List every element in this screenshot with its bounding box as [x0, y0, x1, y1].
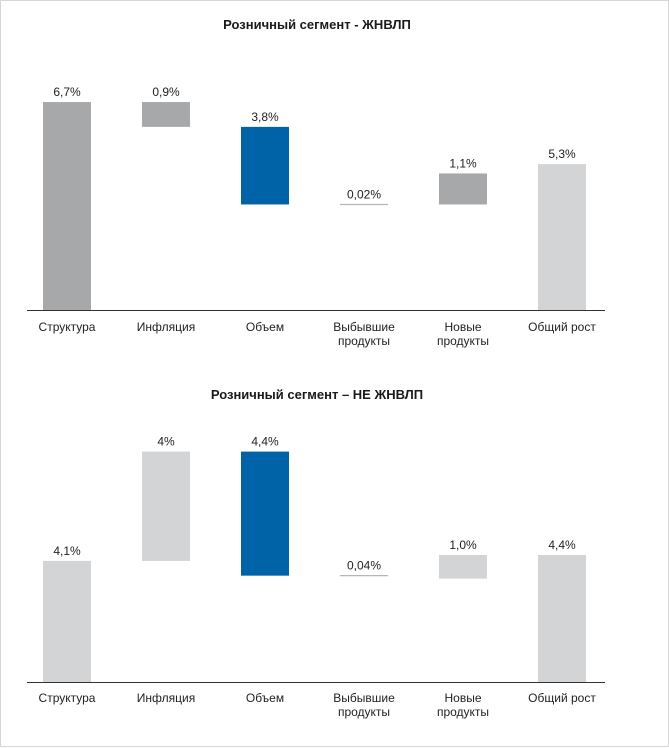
category-label-3: Объем [246, 691, 284, 705]
category-label-2: Инфляция [137, 320, 195, 334]
category-label-6: Общий рост [528, 691, 596, 705]
bar-5 [439, 554, 487, 579]
data-label-4: 0,04% [347, 559, 381, 573]
bar-1 [43, 102, 91, 310]
bar-5 [439, 173, 487, 205]
category-label-3: Объем [246, 320, 284, 334]
category-label-1: Структура [39, 320, 96, 334]
bar-3 [241, 451, 289, 576]
bar-6 [538, 164, 586, 310]
data-label-1: 4,1% [53, 544, 81, 558]
data-label-5: 1,1% [449, 156, 477, 170]
data-label-3: 3,8% [251, 110, 279, 124]
category-label-6: Общий рост [528, 320, 596, 334]
data-label-2: 4% [157, 435, 175, 449]
data-label-3: 4,4% [251, 435, 279, 449]
data-label-6: 5,3% [548, 147, 576, 161]
bar-2 [142, 102, 190, 127]
category-label-2: Инфляция [137, 691, 195, 705]
data-label-6: 4,4% [548, 538, 576, 552]
data-label-5: 1,0% [449, 538, 477, 552]
chart-title: Розничный сегмент - ЖНВЛП [223, 17, 411, 32]
data-label-4: 0,02% [347, 187, 381, 201]
bar-1 [43, 560, 91, 682]
data-label-2: 0,9% [152, 85, 180, 99]
bar-2 [142, 451, 190, 561]
bar-6 [538, 554, 586, 682]
chart-title: Розничный сегмент – НЕ ЖНВЛП [211, 387, 423, 402]
bar-3 [241, 126, 289, 205]
category-label-1: Структура [39, 691, 96, 705]
category-label-5: Новые продукты [437, 320, 489, 348]
category-label-4: Выбывшие продукты [333, 320, 395, 348]
category-label-4: Выбывшие продукты [333, 691, 395, 719]
data-label-1: 6,7% [53, 85, 81, 99]
category-label-5: Новые продукты [437, 691, 489, 719]
